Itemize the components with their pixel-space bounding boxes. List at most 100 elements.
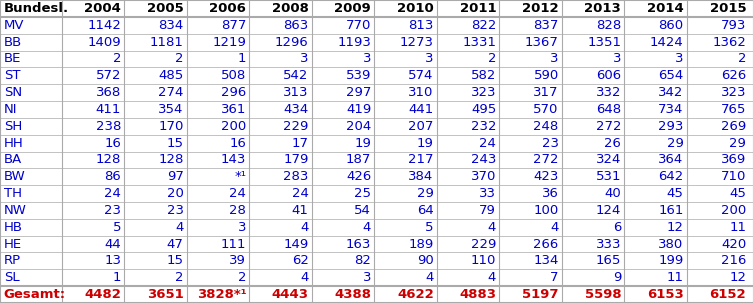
Bar xyxy=(0,185,753,202)
Text: 204: 204 xyxy=(346,120,371,133)
Text: 710: 710 xyxy=(721,170,746,183)
Text: BE: BE xyxy=(4,52,21,65)
Text: 1296: 1296 xyxy=(275,35,309,48)
Bar xyxy=(0,252,753,269)
Text: TH: TH xyxy=(4,187,22,200)
Text: 216: 216 xyxy=(721,255,746,268)
Text: 4: 4 xyxy=(175,221,184,234)
Text: 434: 434 xyxy=(283,103,309,116)
Text: 200: 200 xyxy=(221,120,246,133)
Text: 111: 111 xyxy=(221,238,246,251)
Text: 24: 24 xyxy=(230,187,246,200)
Text: 13: 13 xyxy=(104,255,121,268)
Text: 1: 1 xyxy=(238,52,246,65)
Text: 86: 86 xyxy=(105,170,121,183)
Text: 423: 423 xyxy=(533,170,559,183)
Text: 2: 2 xyxy=(113,52,121,65)
Text: 590: 590 xyxy=(533,69,559,82)
Text: 606: 606 xyxy=(596,69,621,82)
Text: 822: 822 xyxy=(471,19,496,32)
Text: SL: SL xyxy=(4,271,20,284)
Bar xyxy=(0,0,753,17)
Text: 6152: 6152 xyxy=(709,288,746,301)
Text: 342: 342 xyxy=(658,86,684,99)
Text: 1424: 1424 xyxy=(650,35,684,48)
Text: 40: 40 xyxy=(605,187,621,200)
Text: 19: 19 xyxy=(355,137,371,150)
Text: 25: 25 xyxy=(354,187,371,200)
Text: 19: 19 xyxy=(417,137,434,150)
Text: 1219: 1219 xyxy=(212,35,246,48)
Text: 248: 248 xyxy=(533,120,559,133)
Text: 3: 3 xyxy=(363,271,371,284)
Text: 3: 3 xyxy=(550,52,559,65)
Text: 24: 24 xyxy=(292,187,309,200)
Text: 15: 15 xyxy=(166,255,184,268)
Text: 828: 828 xyxy=(596,19,621,32)
Text: 9: 9 xyxy=(613,271,621,284)
Text: 1273: 1273 xyxy=(400,35,434,48)
Text: 813: 813 xyxy=(408,19,434,32)
Text: 574: 574 xyxy=(408,69,434,82)
Text: 272: 272 xyxy=(533,153,559,166)
Text: 361: 361 xyxy=(221,103,246,116)
Text: 36: 36 xyxy=(542,187,559,200)
Text: 44: 44 xyxy=(105,238,121,251)
Bar xyxy=(0,101,753,118)
Text: 232: 232 xyxy=(471,120,496,133)
Text: 110: 110 xyxy=(471,255,496,268)
Text: 5: 5 xyxy=(425,221,434,234)
Text: 17: 17 xyxy=(291,137,309,150)
Text: 323: 323 xyxy=(471,86,496,99)
Text: 441: 441 xyxy=(408,103,434,116)
Text: 23: 23 xyxy=(104,204,121,217)
Text: 4: 4 xyxy=(363,221,371,234)
Text: 79: 79 xyxy=(480,204,496,217)
Text: 323: 323 xyxy=(721,86,746,99)
Text: 317: 317 xyxy=(533,86,559,99)
Text: Bundesl.: Bundesl. xyxy=(4,2,69,15)
Text: 134: 134 xyxy=(533,255,559,268)
Text: 82: 82 xyxy=(355,255,371,268)
Text: 4: 4 xyxy=(425,271,434,284)
Text: 333: 333 xyxy=(596,238,621,251)
Bar xyxy=(0,168,753,185)
Text: 364: 364 xyxy=(658,153,684,166)
Text: 770: 770 xyxy=(346,19,371,32)
Text: 1351: 1351 xyxy=(587,35,621,48)
Text: 165: 165 xyxy=(596,255,621,268)
Text: 207: 207 xyxy=(408,120,434,133)
Text: 2008: 2008 xyxy=(272,2,309,15)
Text: 508: 508 xyxy=(221,69,246,82)
Text: 2009: 2009 xyxy=(334,2,371,15)
Text: 2014: 2014 xyxy=(647,2,684,15)
Text: 29: 29 xyxy=(667,137,684,150)
Bar xyxy=(0,202,753,219)
Text: 143: 143 xyxy=(221,153,246,166)
Text: Gesamt:: Gesamt: xyxy=(4,288,66,301)
Text: BB: BB xyxy=(4,35,22,48)
Text: SN: SN xyxy=(4,86,22,99)
Text: 28: 28 xyxy=(230,204,246,217)
Text: 100: 100 xyxy=(533,204,559,217)
Text: 20: 20 xyxy=(167,187,184,200)
Text: 1142: 1142 xyxy=(87,19,121,32)
Text: 368: 368 xyxy=(96,86,121,99)
Text: 45: 45 xyxy=(730,187,746,200)
Text: 837: 837 xyxy=(533,19,559,32)
Text: 582: 582 xyxy=(471,69,496,82)
Text: 2005: 2005 xyxy=(147,2,184,15)
Text: 128: 128 xyxy=(96,153,121,166)
Text: 16: 16 xyxy=(105,137,121,150)
Bar xyxy=(0,286,753,303)
Text: 3: 3 xyxy=(613,52,621,65)
Text: HH: HH xyxy=(4,137,23,150)
Bar xyxy=(0,118,753,135)
Text: 369: 369 xyxy=(721,153,746,166)
Text: 24: 24 xyxy=(480,137,496,150)
Text: 7: 7 xyxy=(550,271,559,284)
Text: SH: SH xyxy=(4,120,22,133)
Text: HE: HE xyxy=(4,238,22,251)
Text: ST: ST xyxy=(4,69,20,82)
Text: 1362: 1362 xyxy=(712,35,746,48)
